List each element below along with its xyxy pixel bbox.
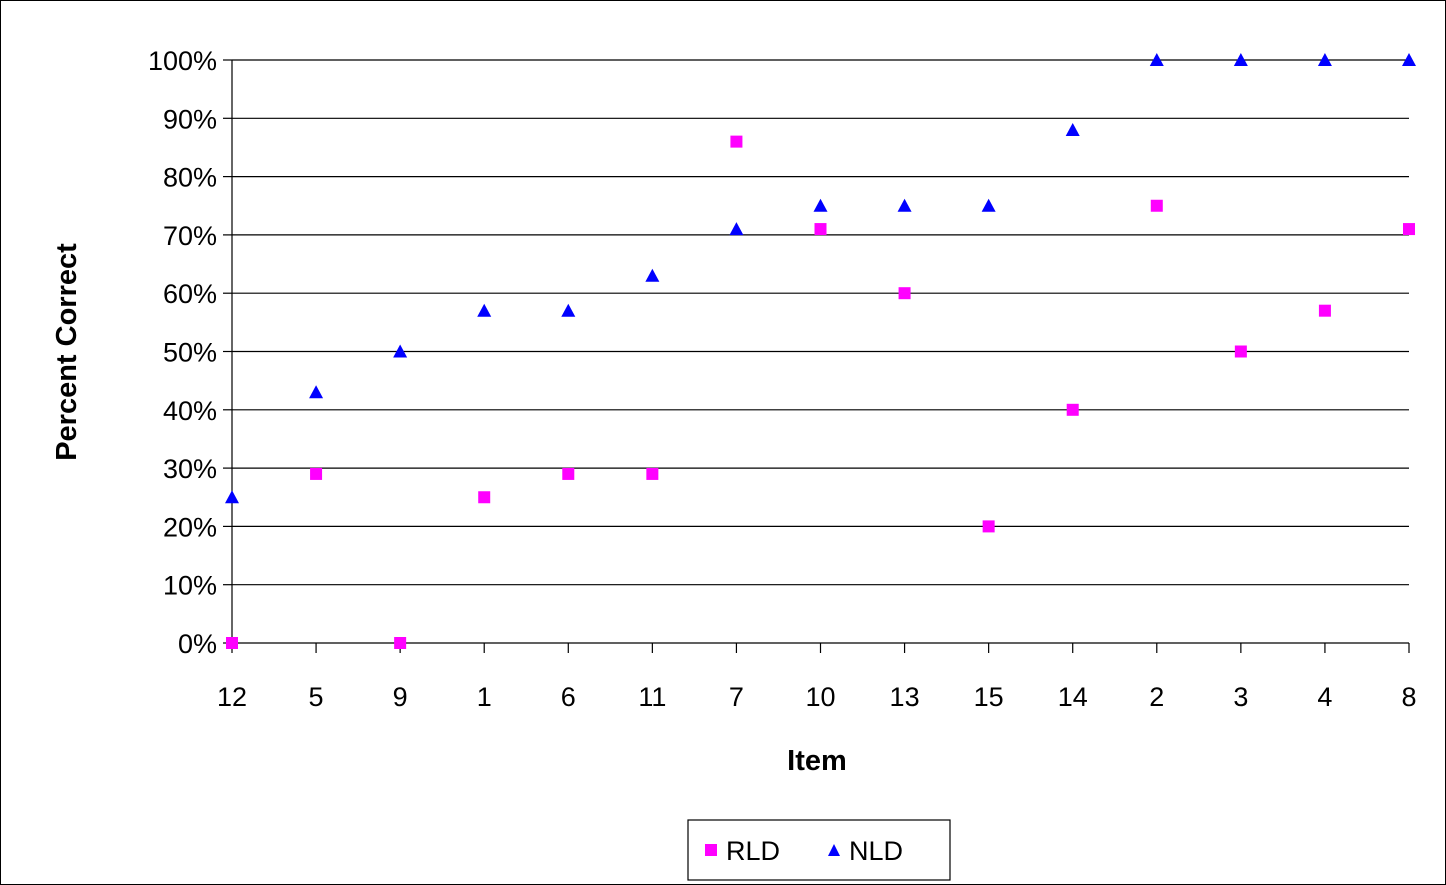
nld-point: [1149, 53, 1164, 66]
nld-point: [1317, 53, 1332, 66]
x-tick-labels: 12 5 9 1 6 11 7 10 13 15 14 2 3 4 8: [217, 682, 1417, 712]
x-tick-label: 13: [890, 682, 920, 712]
x-tick-label: 12: [217, 682, 247, 712]
nld-point: [897, 198, 912, 212]
legend: RLD NLD: [687, 819, 951, 881]
nld-point: [729, 222, 744, 236]
y-tick-label: 80%: [163, 163, 217, 193]
rld-point: [394, 637, 407, 649]
nld-point: [393, 344, 408, 358]
y-tick-label: 100%: [148, 46, 217, 76]
y-tick-labels: 0% 10% 20% 30% 40% 50% 60% 70% 80% 90% 100%: [148, 46, 217, 659]
nld-point: [813, 198, 828, 212]
y-tick-label: 70%: [163, 221, 217, 251]
nld-point: [561, 303, 576, 317]
x-tick-label: 10: [805, 682, 835, 712]
rld-point: [898, 287, 911, 300]
y-tick-label: 10%: [163, 571, 217, 601]
rld-point: [814, 223, 827, 236]
axes: [223, 59, 1410, 653]
rld-point: [1066, 403, 1079, 416]
rld-point: [982, 520, 995, 533]
x-tick-label: 8: [1401, 682, 1416, 712]
nld-point: [225, 490, 239, 504]
legend-rld-marker: [705, 844, 717, 856]
y-tick-label: 30%: [163, 454, 217, 484]
legend-nld-marker: [828, 844, 840, 856]
x-tick-label: 9: [393, 682, 408, 712]
nld-point: [477, 303, 492, 317]
rld-point: [646, 467, 659, 480]
x-tick-label: 6: [561, 682, 576, 712]
data-points: [225, 53, 1416, 649]
rld-point: [730, 135, 743, 148]
legend-box: [687, 819, 951, 881]
x-tick-label: 15: [974, 682, 1004, 712]
y-tick-label: 20%: [163, 512, 217, 542]
rld-point: [1318, 304, 1331, 317]
rld-point: [310, 467, 323, 480]
rld-point: [1403, 223, 1415, 236]
nld-point: [645, 268, 660, 282]
y-tick-label: 40%: [163, 396, 217, 426]
rld-point: [1234, 345, 1247, 358]
x-tick-label: 3: [1233, 682, 1248, 712]
legend-rld-label: RLD: [726, 836, 780, 866]
x-tick-label: 2: [1149, 682, 1164, 712]
rld-point: [562, 467, 575, 480]
rld-point: [226, 637, 238, 649]
gridlines: [232, 59, 1409, 586]
y-tick-label: 90%: [163, 104, 217, 134]
y-tick-label: 0%: [178, 629, 217, 659]
y-tick-label: 60%: [163, 279, 217, 309]
x-tick-label: 4: [1317, 682, 1332, 712]
x-tick-label: 11: [638, 682, 666, 712]
nld-point: [1402, 53, 1416, 66]
y-tick-label: 50%: [163, 338, 217, 368]
x-tick-label: 7: [729, 682, 744, 712]
nld-point: [981, 198, 996, 212]
nld-point: [1233, 53, 1248, 66]
x-tick-label: 14: [1058, 682, 1088, 712]
x-tick-label: 5: [309, 682, 324, 712]
rld-point: [1150, 199, 1163, 212]
legend-nld-label: NLD: [849, 836, 903, 866]
nld-point: [1065, 122, 1080, 136]
x-tick-label: 1: [477, 682, 492, 712]
x-axis-title: Item: [787, 745, 847, 777]
rld-point: [478, 491, 491, 504]
nld-point: [309, 385, 324, 399]
y-axis-title: Percent Correct: [51, 243, 83, 461]
